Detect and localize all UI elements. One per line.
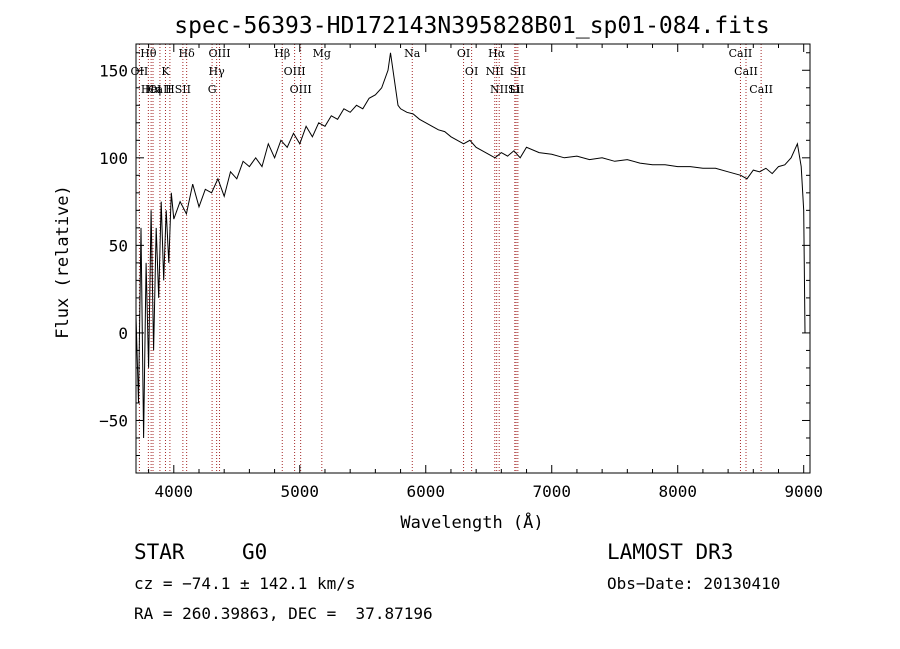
annotation-label: Hγ (209, 65, 226, 78)
x-tick-label: 6000 (406, 482, 445, 501)
line-annotation-markers (138, 44, 762, 473)
x-tick-label: 5000 (281, 482, 320, 501)
y-tick-label: 50 (109, 236, 128, 255)
x-tick-label: 7000 (532, 482, 571, 501)
x-tick-label: 8000 (658, 482, 697, 501)
annotation-label: Hθ (140, 47, 157, 60)
line-annotation-labels: HθOIIHeIHηKHCaIIHδSIIOIIIHγGHβOIIIOIIIMg… (131, 47, 773, 96)
annotation-label: CaII (734, 65, 758, 78)
y-tick-label: 100 (99, 149, 128, 168)
annotation-label: Na (404, 47, 421, 60)
annotation-label: Hδ (179, 47, 196, 60)
y-axis: −50 0 50 100 150 (99, 52, 810, 456)
survey-name: LAMOST DR3 (607, 540, 734, 564)
y-tick-label: 0 (118, 324, 128, 343)
redshift-velocity: cz = −74.1 ± 142.1 km/s (134, 574, 356, 593)
y-axis-label: Flux (relative) (53, 185, 73, 339)
annotation-label: Hη (145, 83, 161, 96)
annotation-label: K (161, 65, 170, 78)
annotation-label: SII (508, 83, 524, 96)
x-tick-label: 4000 (155, 482, 194, 501)
annotation-label: CaII (148, 83, 172, 96)
annotation-label: OIII (208, 47, 230, 60)
y-tick-label: −50 (99, 411, 128, 430)
plot-frame (135, 43, 811, 474)
annotation-label: NII (490, 83, 508, 96)
annotation-label: CaII (749, 83, 773, 96)
x-axis: 4000 5000 6000 7000 8000 9000 (148, 44, 823, 501)
annotation-label: OI (457, 47, 470, 60)
annotation-label: NII (486, 65, 504, 78)
observation-date: Obs−Date: 20130410 (607, 574, 781, 593)
sky-coordinates: RA = 260.39863, DEC = 37.87196 (134, 604, 433, 623)
annotation-label: G (208, 83, 217, 96)
y-tick-label: 150 (99, 61, 128, 80)
object-class: STAR (134, 540, 185, 564)
object-subclass: G0 (242, 540, 268, 564)
annotation-label: CaII (729, 47, 753, 60)
annotation-label: HeI (141, 83, 161, 96)
annotation-label: OI (465, 65, 478, 78)
annotation-label: SII (175, 83, 191, 96)
flux-series-line (135, 52, 806, 439)
annotation-label: OIII (284, 65, 306, 78)
annotation-label: OII (131, 65, 149, 78)
x-axis-label: Wavelength (Å) (400, 511, 543, 533)
x-tick-label: 9000 (784, 482, 823, 501)
annotation-label: Hα (488, 47, 506, 60)
annotation-label: Li (509, 83, 520, 96)
annotation-label: SII (510, 65, 526, 78)
annotation-label: H (165, 83, 175, 96)
annotation-label: Hβ (274, 47, 290, 60)
annotation-label: OIII (290, 83, 312, 96)
chart-title: spec-56393-HD172143N395828B01_sp01-084.f… (174, 13, 769, 39)
annotation-label: Mg (313, 47, 331, 60)
